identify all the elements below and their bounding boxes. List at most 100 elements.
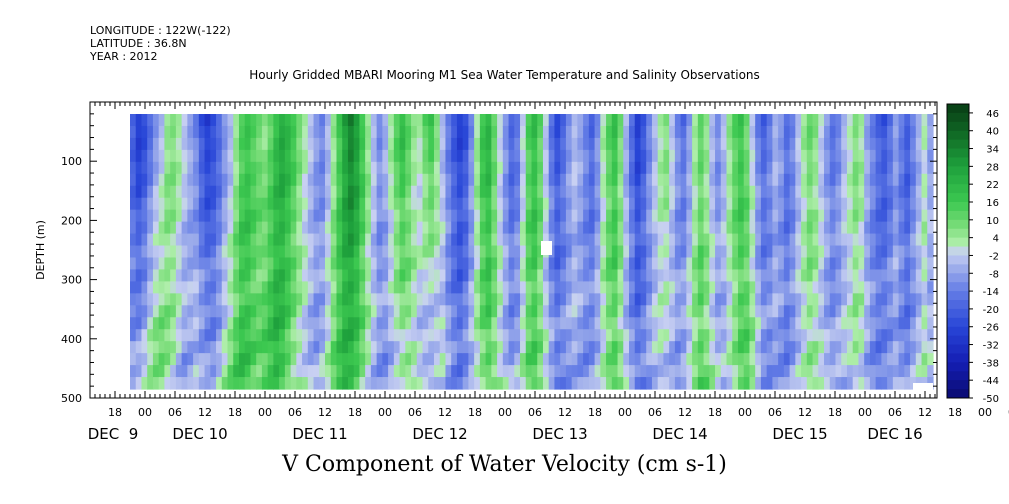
heatmap-cell [537, 341, 544, 354]
heatmap-cell [680, 317, 687, 330]
heatmap-cell [927, 269, 934, 282]
heatmap-cell [852, 125, 860, 139]
heatmap-cell [835, 305, 842, 318]
heatmap-cell [766, 197, 773, 211]
heatmap-cell [852, 341, 860, 354]
y-tick-label: 400 [61, 333, 82, 346]
x-tick-label: 18 [948, 406, 962, 419]
heatmap-cell [502, 329, 510, 342]
heatmap-cell [193, 293, 200, 306]
heatmap-cell [135, 365, 143, 378]
heatmap-cell [279, 341, 286, 354]
heatmap-cell [795, 353, 802, 366]
heatmap-cell [663, 257, 670, 271]
heatmap-cell [869, 341, 877, 354]
heatmap-cell [152, 329, 160, 342]
heatmap-cell [491, 365, 498, 378]
heatmap-cell [542, 125, 550, 139]
heatmap-cell [686, 233, 693, 247]
heatmap-cell [319, 185, 326, 199]
heatmap-cell [715, 114, 722, 127]
heatmap-cell [732, 329, 739, 342]
heatmap-cell [778, 209, 785, 223]
heatmap-cell [497, 245, 504, 259]
heatmap-cell [284, 281, 292, 294]
heatmap-cell [904, 305, 911, 318]
heatmap-cell [313, 221, 320, 235]
heatmap-cell [456, 125, 464, 139]
heatmap-cell [279, 161, 286, 175]
heatmap-cell [858, 353, 865, 366]
heatmap-cell [640, 341, 647, 354]
heatmap-cell [846, 173, 854, 187]
heatmap-cell [181, 185, 188, 199]
heatmap-cell [737, 173, 745, 187]
heatmap-cell [388, 269, 395, 282]
heatmap-cell [709, 269, 716, 282]
colorbar-tick-label: 28 [986, 162, 999, 173]
heatmap-cell [181, 221, 188, 235]
heatmap-cell [846, 365, 854, 378]
heatmap-cell [238, 377, 246, 390]
heatmap-cell [881, 365, 888, 378]
heatmap-cell [411, 137, 418, 151]
heatmap-cell [663, 377, 670, 390]
heatmap-cell [433, 173, 441, 187]
heatmap-cell [279, 353, 286, 366]
heatmap-cell [439, 377, 447, 390]
heatmap-cell [783, 114, 791, 127]
heatmap-cell [869, 329, 877, 342]
heatmap-cell [376, 341, 383, 354]
heatmap-cell [554, 257, 561, 271]
heatmap-cell [514, 293, 521, 306]
heatmap-cell [313, 173, 320, 187]
heatmap-cell [428, 245, 435, 259]
heatmap-cell [904, 341, 911, 354]
heatmap-cell [393, 245, 401, 259]
heatmap-cell [657, 257, 665, 271]
heatmap-cell [789, 329, 796, 342]
heatmap-cell [640, 221, 647, 235]
heatmap-cell [858, 257, 865, 271]
heatmap-cell [560, 281, 567, 294]
heatmap-cell [319, 173, 326, 187]
heatmap-cell [193, 341, 200, 354]
heatmap-cell [835, 173, 842, 187]
heatmap-cell [267, 317, 274, 330]
heatmap-cell [290, 269, 297, 282]
heatmap-cell [663, 125, 670, 139]
heatmap-cell [181, 161, 188, 175]
heatmap-cell [634, 281, 642, 294]
heatmap-cell [686, 114, 693, 127]
heatmap-cell [296, 185, 303, 199]
heatmap-cell [674, 173, 682, 187]
heatmap-cell [319, 317, 326, 330]
heatmap-cell [382, 161, 389, 175]
heatmap-cell [898, 221, 905, 235]
heatmap-cell [674, 341, 682, 354]
heatmap-cell [365, 245, 372, 259]
heatmap-cell [554, 197, 561, 211]
heatmap-cell [600, 197, 607, 211]
heatmap-cell [680, 185, 687, 199]
heatmap-cell [164, 269, 171, 282]
heatmap-cell [468, 221, 475, 235]
heatmap-cell [760, 137, 768, 151]
heatmap-cell [692, 245, 699, 259]
heatmap-cell [451, 293, 458, 306]
heatmap-cell [411, 281, 418, 294]
heatmap-cell [674, 365, 682, 378]
heatmap-cell [600, 125, 607, 139]
heatmap-cell [187, 233, 194, 247]
heatmap-cell [273, 161, 280, 175]
heatmap-cell [927, 221, 934, 235]
heatmap-cell [135, 125, 143, 139]
heatmap-cell [841, 353, 848, 366]
heatmap-cell [336, 161, 343, 175]
heatmap-cell [422, 221, 429, 235]
heatmap-cell [267, 341, 274, 354]
heatmap-cell [887, 185, 894, 199]
heatmap-cell [445, 161, 452, 175]
heatmap-cell [198, 377, 206, 390]
heatmap-cell [789, 245, 796, 259]
